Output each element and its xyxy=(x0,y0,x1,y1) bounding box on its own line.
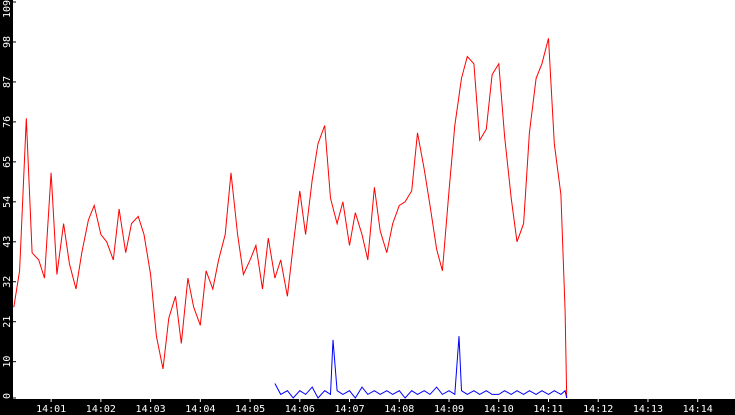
y-tick-label: 43 xyxy=(2,236,13,248)
y-tick-label: 10 xyxy=(2,356,13,368)
x-tick-label: 14:04 xyxy=(185,404,215,415)
series-layer xyxy=(13,38,568,399)
y-tick-label: 76 xyxy=(2,116,13,128)
series-line-red xyxy=(13,38,568,399)
x-tick-label: 14:02 xyxy=(86,404,116,415)
y-tick-label: 0 xyxy=(2,393,13,399)
x-axis-band xyxy=(0,399,735,415)
series-line-blue xyxy=(274,336,568,399)
x-tick-label: 14:10 xyxy=(484,404,514,415)
y-tick-label: 21 xyxy=(2,316,13,328)
y-axis: 0 10 21 32 43 54 65 76 87 98 109 xyxy=(2,0,16,399)
x-tick-label: 14:14 xyxy=(683,404,713,415)
y-tick-label: 98 xyxy=(2,36,13,48)
x-tick-label: 14:06 xyxy=(285,404,315,415)
x-tick-label: 14:05 xyxy=(235,404,265,415)
x-tick-label: 14:03 xyxy=(136,404,166,415)
x-tick-label: 14:09 xyxy=(434,404,464,415)
x-tick-label: 14:07 xyxy=(334,404,364,415)
x-tick-label: 14:08 xyxy=(384,404,414,415)
x-axis: 14:01 14:02 14:03 14:04 14:05 14:06 14:07 14:08… xyxy=(36,399,713,415)
y-tick-label: 109 xyxy=(2,0,13,18)
x-tick-label: 14:01 xyxy=(36,404,66,415)
x-tick-label: 14:11 xyxy=(533,404,563,415)
y-axis-band xyxy=(0,0,13,415)
x-tick-label: 14:12 xyxy=(583,404,613,415)
y-tick-label: 65 xyxy=(2,156,13,168)
y-tick-label: 54 xyxy=(2,196,13,208)
x-tick-label: 14:13 xyxy=(633,404,663,415)
y-tick-label: 87 xyxy=(2,76,13,88)
y-tick-label: 32 xyxy=(2,276,13,288)
